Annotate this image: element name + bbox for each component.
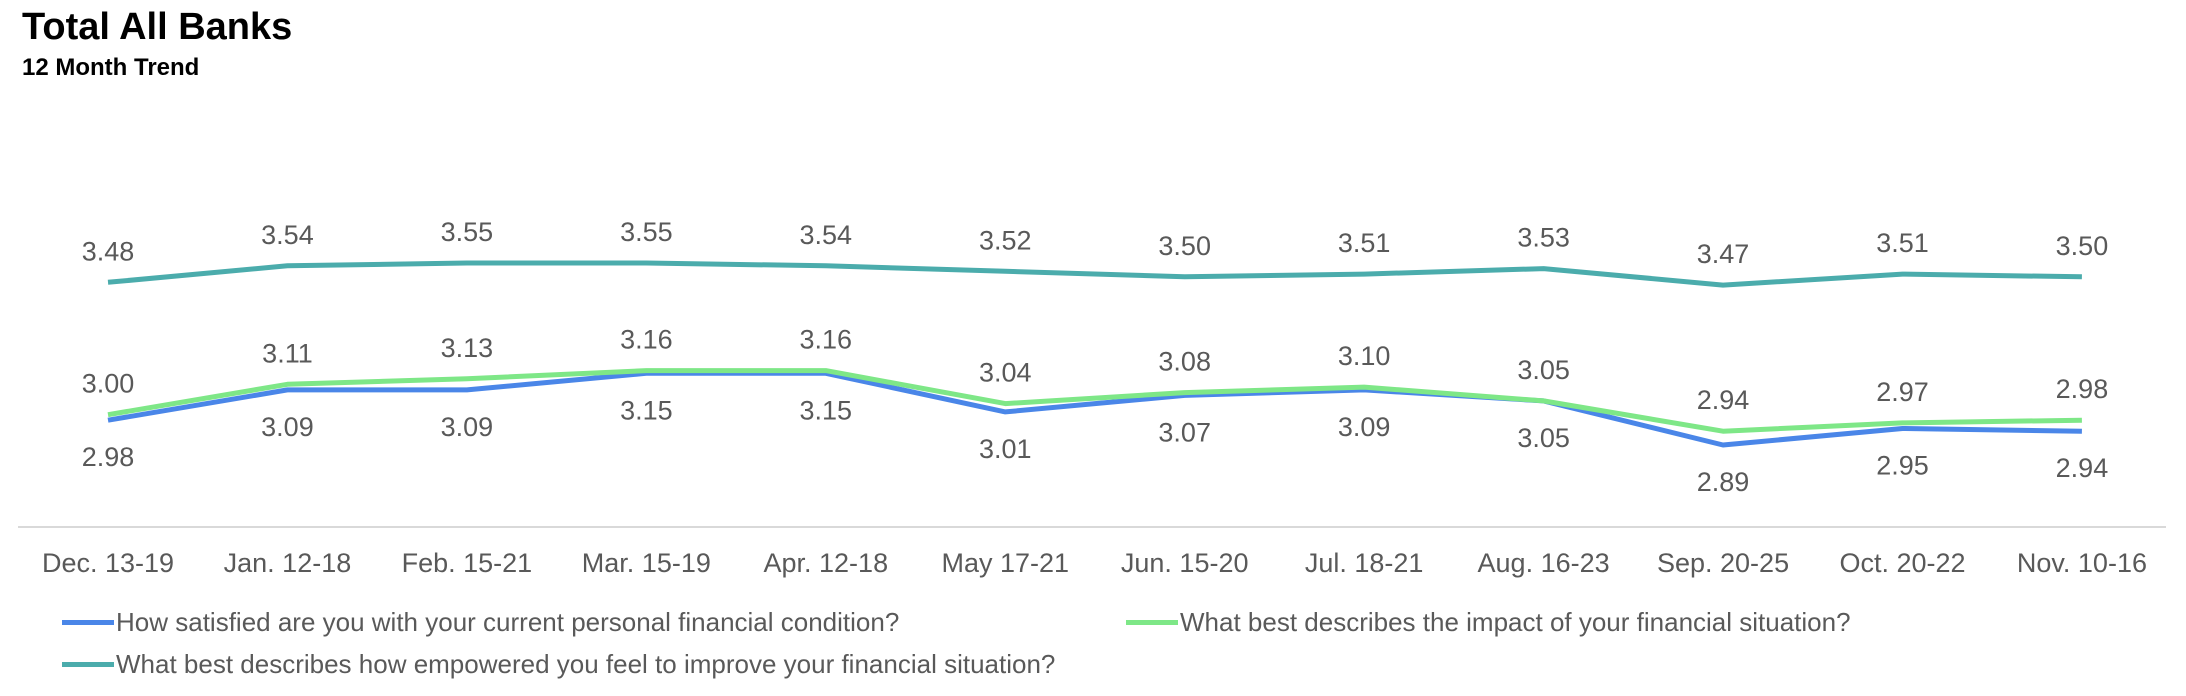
data-label: 3.01 [979,434,1032,464]
x-tick-label: Apr. 12-18 [764,548,889,578]
data-label: 3.08 [1158,347,1211,377]
data-label: 3.15 [620,395,673,425]
data-label: 3.55 [620,217,673,247]
data-label: 3.50 [2056,231,2109,261]
chart-title: Total All Banks [22,6,293,48]
legend-label-impact: What best describes the impact of your f… [1180,607,1851,637]
data-label: 3.52 [979,225,1032,255]
data-label: 3.16 [620,325,673,355]
legend-label-empowered: What best describes how empowered you fe… [116,649,1056,679]
chart-subtitle: 12 Month Trend [22,54,200,81]
x-tick-label: Oct. 20-22 [1839,548,1965,578]
data-label: 3.09 [261,412,314,442]
x-tick-label: Feb. 15-21 [402,548,533,578]
x-tick-label: Mar. 15-19 [582,548,711,578]
x-tick-label: Jul. 18-21 [1305,548,1424,578]
data-label: 3.48 [82,236,135,266]
data-label: 3.15 [800,395,853,425]
legend-label-satisfied: How satisfied are you with your current … [116,607,900,637]
data-label: 3.09 [1338,412,1391,442]
data-label: 2.94 [1697,385,1750,415]
series-line-1 [107,368,2082,434]
data-label: 3.10 [1338,341,1391,371]
series-line-2 [107,260,2082,288]
data-label: 2.95 [1876,450,1929,480]
data-label: 3.09 [441,412,494,442]
legend-swatch-satisfied [62,620,114,625]
data-label: 2.98 [2056,374,2109,404]
data-label: 3.00 [82,369,135,399]
data-label: 2.97 [1876,377,1929,407]
data-label: 3.04 [979,358,1032,388]
data-label: 3.16 [800,325,853,355]
data-label: 3.51 [1338,228,1391,258]
x-tick-label: Jun. 15-20 [1121,548,1249,578]
x-tick-label: Nov. 10-16 [2017,548,2147,578]
data-label: 3.47 [1697,239,1750,269]
data-label: 3.51 [1876,228,1929,258]
data-label: 3.07 [1158,417,1211,447]
data-label: 3.55 [441,217,494,247]
data-label: 2.89 [1697,467,1750,497]
data-label: 2.94 [2056,453,2109,483]
data-label: 3.54 [261,220,314,250]
data-label: 3.13 [441,333,494,363]
data-label: 3.05 [1517,355,1570,385]
x-tick-label: Sep. 20-25 [1657,548,1789,578]
x-tick-label: May 17-21 [941,548,1069,578]
data-label: 2.98 [82,442,135,472]
legend-item-empowered: What best describes how empowered you fe… [62,649,1055,680]
legend-swatch-impact [1126,620,1178,625]
legend-item-satisfied: How satisfied are you with your current … [62,607,899,638]
x-tick-label: Dec. 13-19 [42,548,174,578]
data-label: 3.54 [800,220,853,250]
data-label: 3.11 [262,338,313,368]
data-label: 3.05 [1517,423,1570,453]
data-label: 3.53 [1517,223,1570,253]
data-label: 3.50 [1158,231,1211,261]
x-tick-label: Jan. 12-18 [224,548,352,578]
x-tick-label: Aug. 16-23 [1478,548,1610,578]
series-line-0 [107,370,2082,448]
legend-item-impact: What best describes the impact of your f… [1126,607,1851,638]
legend-swatch-empowered [62,662,114,667]
